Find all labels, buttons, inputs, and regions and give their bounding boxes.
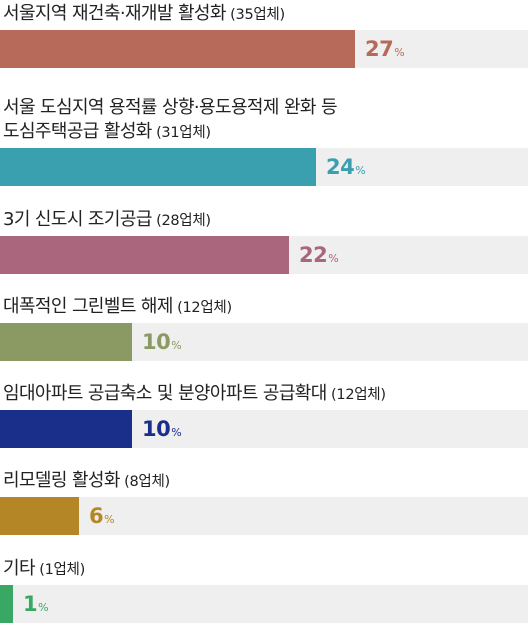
bar-value-unit: % (328, 252, 339, 265)
bar-label: 임대아파트 공급축소 및 분양아파트 공급확대 (12업체) (3, 382, 386, 407)
bar-value-label: 10% (142, 329, 182, 359)
bar-label-count: (1업체) (34, 562, 85, 578)
bar-label-count: (35업체) (225, 7, 285, 23)
bar-value-number: 10 (142, 417, 171, 441)
bar (0, 236, 289, 274)
bar-value-label: 24% (326, 154, 366, 184)
bar-value-number: 24 (326, 155, 355, 179)
bar-value-unit: % (38, 601, 49, 614)
bar-value-unit: % (171, 339, 182, 352)
bar-track: 27% (0, 30, 528, 68)
bar-value-unit: % (171, 426, 182, 439)
bar (0, 497, 79, 535)
bar-track: 24% (0, 148, 528, 186)
bar (0, 148, 316, 186)
bar-label-text: 대폭적인 그린벨트 해제 (3, 296, 173, 317)
bar-label-count: (12업체) (172, 300, 232, 316)
bar-label: 대폭적인 그린벨트 해제 (12업체) (3, 295, 232, 320)
bar-label-count: (31업체) (151, 125, 211, 141)
bar-label-count: (8업체) (119, 474, 170, 490)
bar-value-unit: % (104, 513, 115, 526)
bar-label: 서울지역 재건축·재개발 활성화 (35업체) (3, 2, 285, 27)
bar-track: 6% (0, 497, 528, 535)
bar (0, 30, 355, 68)
bar-track: 10% (0, 323, 528, 361)
bar-value-number: 27 (365, 37, 394, 61)
bar-label: 3기 신도시 조기공급 (28업체) (3, 208, 211, 233)
bar-value-label: 27% (365, 36, 405, 66)
bar-label: 리모델링 활성화 (8업체) (3, 469, 170, 494)
bar-track: 10% (0, 410, 528, 448)
bar-value-label: 22% (299, 242, 339, 272)
bar-value-label: 10% (142, 416, 182, 446)
bar (0, 323, 132, 361)
bar-value-unit: % (394, 46, 405, 59)
bar-label-text: 리모델링 활성화 (3, 470, 120, 491)
bar-label: 기타 (1업체) (3, 557, 85, 582)
bar-track: 1% (0, 585, 528, 623)
bar (0, 410, 132, 448)
bar-track: 22% (0, 236, 528, 274)
bar-label-text: 서울 도심지역 용적률 상향·용도용적제 완화 등 (3, 97, 338, 118)
bar-value-number: 1 (23, 592, 38, 616)
bar-label-text: 서울지역 재건축·재개발 활성화 (3, 3, 226, 24)
bar-value-unit: % (355, 164, 366, 177)
bar (0, 585, 13, 623)
bar-value-number: 6 (89, 504, 104, 528)
bar-label-count: (12업체) (326, 387, 386, 403)
bar-label-text: 기타 (3, 558, 36, 579)
bar-label-count: (28업체) (151, 213, 211, 229)
bar-value-number: 10 (142, 330, 171, 354)
bar-label-text: 임대아파트 공급축소 및 분양아파트 공급확대 (3, 383, 327, 404)
bar-value-number: 22 (299, 243, 328, 267)
bar-label-text: 3기 신도시 조기공급 (3, 209, 152, 230)
bar-label-text-line2: 도심주택공급 활성화 (3, 121, 152, 142)
bar-value-label: 1% (23, 591, 49, 621)
bar-value-label: 6% (89, 503, 115, 533)
